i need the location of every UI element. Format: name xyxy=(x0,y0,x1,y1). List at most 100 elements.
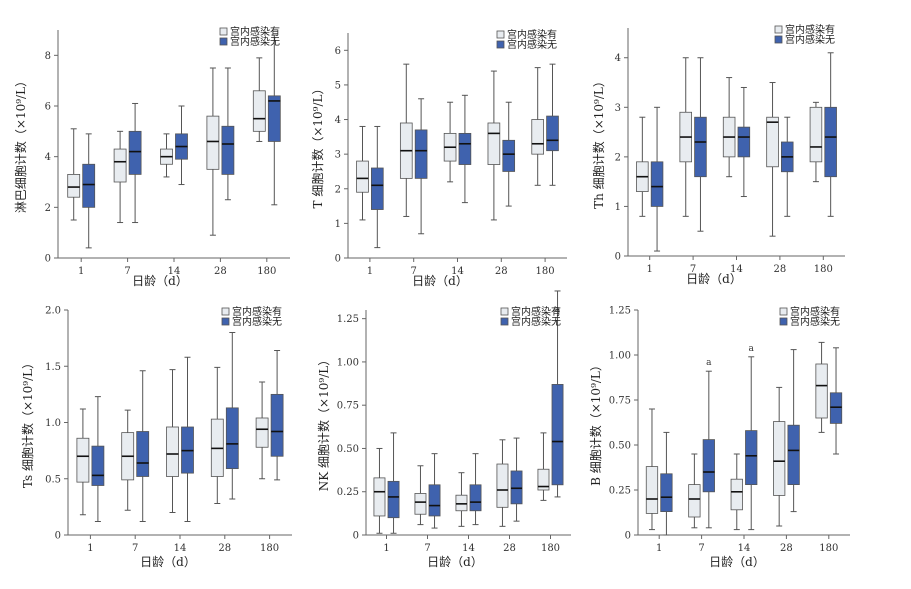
y-tick-label: 0.25 xyxy=(337,487,359,498)
x-tick-label: 1 xyxy=(656,543,662,554)
y-axis-label: Ts 细胞计数（×10⁹/L） xyxy=(20,357,35,488)
box-iqr xyxy=(221,125,235,175)
legend-label: 宫内感染有 xyxy=(785,23,835,36)
box-iqr xyxy=(787,424,800,486)
significance-mark: a xyxy=(706,358,712,368)
x-axis-label: 日龄（d） xyxy=(427,555,483,569)
legend-swatch xyxy=(500,317,509,326)
box-without-infection xyxy=(702,370,715,529)
box-iqr xyxy=(458,132,472,165)
y-tick-label: 0.50 xyxy=(609,441,631,452)
x-tick-label: 14 xyxy=(174,543,187,554)
legend-swatch xyxy=(496,30,505,39)
x-tick-label: 1 xyxy=(87,543,93,554)
legend-swatch xyxy=(774,35,783,44)
legend-label: 宫内感染有 xyxy=(511,305,561,318)
y-tick-label: 0 xyxy=(55,531,61,542)
box-iqr xyxy=(267,95,281,142)
box-without-infection xyxy=(502,101,516,207)
y-axis-label: NK 细胞计数（×10⁹/L） xyxy=(316,354,331,491)
box-iqr xyxy=(428,484,441,517)
box-with-infection xyxy=(373,447,386,534)
box-iqr xyxy=(737,126,751,158)
x-tick-label: 28 xyxy=(774,264,787,275)
box-with-infection xyxy=(160,133,173,178)
y-tick-label: 2.0 xyxy=(45,306,61,317)
y-tick-label: 4 xyxy=(335,115,341,126)
legend-label: 宫内感染无 xyxy=(507,38,557,51)
x-tick-label: 14 xyxy=(462,543,475,554)
x-tick-label: 7 xyxy=(411,266,417,277)
box-iqr xyxy=(82,163,96,208)
box-without-infection xyxy=(510,437,523,522)
box-iqr xyxy=(510,470,523,505)
legend-swatch xyxy=(774,25,783,34)
box-with-infection xyxy=(166,369,179,513)
y-tick-label: 0 xyxy=(615,252,621,263)
x-tick-label: 14 xyxy=(168,266,181,277)
box-with-infection xyxy=(255,381,269,480)
panel-6: 0 0.25 0.50 0.75 1.00 1.25 1 7 14 28 180 a a 宫内感染有宫内感… xyxy=(588,305,850,569)
y-tick-label: 1.00 xyxy=(609,351,631,362)
y-tick-label: 0 xyxy=(625,531,631,542)
x-axis-label: 日龄（d） xyxy=(412,274,468,288)
legend-label: 宫内感染无 xyxy=(785,33,835,46)
x-tick-label: 180 xyxy=(536,266,555,277)
y-tick-label: 2 xyxy=(335,184,341,195)
box-iqr xyxy=(824,106,837,178)
box-with-infection xyxy=(252,57,266,142)
y-tick-label: 0 xyxy=(45,254,51,265)
legend-label: 宫内感染无 xyxy=(790,315,840,328)
x-tick-label: 180 xyxy=(819,543,838,554)
box-with-infection xyxy=(636,116,649,217)
y-tick-label: 0.5 xyxy=(45,474,61,485)
box-iqr xyxy=(136,431,150,477)
box-iqr xyxy=(766,116,779,168)
box-without-infection xyxy=(694,57,707,232)
x-tick-label: 7 xyxy=(424,543,430,554)
box-with-infection xyxy=(537,432,550,501)
x-tick-label: 14 xyxy=(451,266,464,277)
y-tick-label: 0 xyxy=(353,531,359,542)
x-tick-label: 28 xyxy=(214,266,227,277)
box-with-infection xyxy=(455,472,468,527)
significance-mark: a xyxy=(555,305,561,315)
box-iqr xyxy=(387,480,400,519)
box-without-infection xyxy=(175,105,188,186)
box-iqr xyxy=(745,430,758,486)
box-iqr xyxy=(546,115,559,152)
box-with-infection xyxy=(730,453,743,531)
y-tick-label: 2 xyxy=(45,203,51,214)
box-iqr xyxy=(645,466,659,514)
box-with-infection xyxy=(773,386,786,527)
y-tick-label: 0 xyxy=(335,254,341,265)
box-with-infection xyxy=(645,408,659,531)
box-iqr xyxy=(694,116,707,178)
legend-swatch xyxy=(496,40,505,49)
box-iqr xyxy=(255,417,269,448)
legend-swatch xyxy=(779,317,788,326)
y-tick-label: 2 xyxy=(615,152,621,163)
box-with-infection xyxy=(766,82,779,237)
x-axis-label: 日龄（d） xyxy=(132,274,188,288)
x-tick-label: 180 xyxy=(257,266,276,277)
box-iqr xyxy=(128,130,142,175)
box-with-infection xyxy=(688,453,701,529)
box-iqr xyxy=(356,160,369,193)
box-with-infection xyxy=(487,70,501,221)
y-tick-label: 0.75 xyxy=(609,396,631,407)
panel-5: 0 0.25 0.50 0.75 1.00 1.25 1 7 14 28 180 a宫内感染有宫内感染… xyxy=(316,290,571,569)
x-tick-label: 28 xyxy=(503,543,516,554)
y-tick-label: 3 xyxy=(335,150,341,161)
y-tick-label: 1.25 xyxy=(337,314,359,325)
box-iqr xyxy=(551,384,564,486)
box-without-infection xyxy=(428,453,441,529)
box-iqr xyxy=(270,393,284,457)
legend-swatch xyxy=(221,317,230,326)
x-tick-label: 7 xyxy=(690,264,696,275)
x-tick-label: 14 xyxy=(738,543,751,554)
box-iqr xyxy=(252,90,266,132)
